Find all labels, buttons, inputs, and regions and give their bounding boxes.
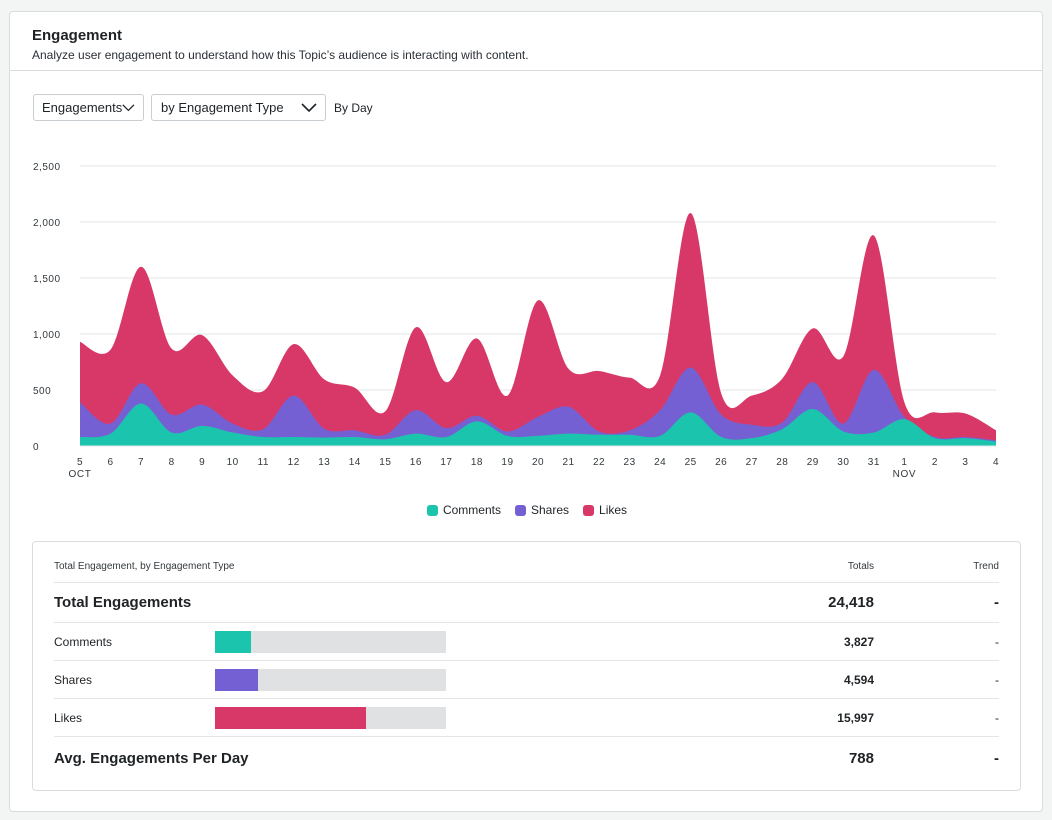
likes-area [80, 212, 996, 446]
table-header-trend: Trend [973, 560, 999, 572]
x-tick-label: 29 [807, 457, 819, 468]
x-tick-label: 20 [532, 457, 544, 468]
comments-area [80, 403, 996, 446]
row-trend-likes: - [995, 710, 999, 725]
x-tick-label: 1 [901, 457, 907, 468]
table-header-totals: Totals [847, 560, 874, 572]
x-tick-label: 18 [471, 457, 483, 468]
metric-select[interactable]: Engagements [33, 94, 144, 121]
grouping-select-value: by Engagement Type [161, 100, 284, 115]
x-tick-label: 13 [318, 457, 330, 468]
chart-legend: Comments Shares Likes [10, 503, 1044, 517]
x-tick-label: 5 [77, 457, 83, 468]
x-tick-label: 22 [593, 457, 605, 468]
x-month-label: OCT [69, 469, 92, 480]
legend-label-comments: Comments [442, 503, 501, 517]
likes-share-fill [215, 706, 367, 729]
card-subtitle: Analyze user engagement to understand ho… [32, 48, 529, 62]
x-tick-label: 15 [379, 457, 391, 468]
row-trend-shares: - [995, 672, 999, 687]
shares-share-bar [215, 668, 446, 691]
x-tick-label: 23 [624, 457, 636, 468]
row-label-comments: Comments [54, 634, 113, 649]
avg-engagements-trend: - [994, 750, 999, 767]
total-engagements-value: 24,418 [828, 594, 874, 611]
table-row: Shares 4,594 - [54, 661, 999, 699]
x-tick-label: 11 [258, 457, 269, 468]
legend-label-likes: Likes [599, 503, 628, 517]
x-tick-label: 3 [962, 457, 968, 468]
period-label: By Day [334, 100, 373, 115]
chart-controls: Engagements by Engagement Type By Day [33, 94, 373, 121]
row-label-shares: Shares [54, 672, 93, 687]
x-tick-label: 27 [746, 457, 758, 468]
avg-engagements-row: Avg. Engagements Per Day 788 - [54, 737, 999, 780]
x-tick-label: 26 [715, 457, 727, 468]
x-tick-label: 9 [199, 457, 205, 468]
table-row: Comments 3,827 - [54, 623, 999, 661]
legend-swatch-shares [514, 504, 526, 516]
x-tick-label: 14 [349, 457, 361, 468]
legend-item-shares[interactable]: Shares [514, 503, 570, 517]
y-tick-label: 500 [33, 386, 51, 397]
x-tick-label: 2 [932, 457, 938, 468]
row-total-shares: 4,594 [843, 672, 874, 687]
row-total-likes: 15,997 [837, 710, 874, 725]
engagement-card: Engagement Analyze user engagement to un… [9, 11, 1043, 812]
card-header: Engagement Analyze user engagement to un… [10, 12, 1042, 71]
row-trend-comments: - [995, 634, 999, 649]
grouping-select[interactable]: by Engagement Type [151, 94, 326, 121]
x-tick-label: 16 [410, 457, 422, 468]
x-tick-label: 24 [654, 457, 666, 468]
x-tick-label: 12 [288, 457, 300, 468]
chevron-down-icon [122, 103, 135, 111]
comments-share-bar [215, 630, 446, 653]
shares-area [80, 367, 996, 446]
y-tick-label: 1,500 [33, 274, 61, 285]
engagement-table: Total Engagement, by Engagement Type Tot… [32, 541, 1021, 791]
row-label-likes: Likes [54, 710, 83, 725]
legend-swatch-likes [583, 504, 595, 516]
y-tick-label: 0 [33, 442, 39, 453]
total-engagements-row: Total Engagements 24,418 - [54, 583, 999, 623]
x-tick-label: 31 [868, 457, 880, 468]
total-engagements-trend: - [994, 594, 999, 611]
x-tick-label: 6 [108, 457, 114, 468]
table-row: Likes 15,997 - [54, 699, 999, 737]
card-title: Engagement [32, 27, 123, 44]
chevron-down-icon [301, 102, 317, 112]
legend-swatch-comments [426, 504, 438, 516]
legend-item-likes[interactable]: Likes [583, 503, 627, 517]
x-tick-label: 17 [440, 457, 452, 468]
likes-share-bar [215, 706, 446, 729]
x-tick-label: 4 [993, 457, 999, 468]
y-tick-label: 2,500 [33, 162, 61, 173]
x-tick-label: 10 [227, 457, 239, 468]
legend-label-shares: Shares [530, 503, 570, 517]
shares-share-fill [215, 668, 259, 691]
x-tick-label: 28 [776, 457, 788, 468]
table-header-label: Total Engagement, by Engagement Type [54, 560, 235, 572]
y-tick-label: 1,000 [33, 330, 61, 341]
avg-engagements-label: Avg. Engagements Per Day [54, 750, 249, 767]
comments-share-fill [215, 630, 252, 653]
total-engagements-label: Total Engagements [54, 594, 192, 611]
table-header-row: Total Engagement, by Engagement Type Tot… [54, 542, 999, 583]
x-month-label: NOV [893, 469, 916, 480]
y-tick-label: 2,000 [33, 218, 61, 229]
x-tick-label: 7 [138, 457, 144, 468]
legend-item-comments[interactable]: Comments [426, 503, 501, 517]
x-tick-label: 25 [685, 457, 697, 468]
x-tick-label: 30 [837, 457, 849, 468]
x-tick-label: 19 [501, 457, 513, 468]
x-tick-label: 8 [169, 457, 175, 468]
row-total-comments: 3,827 [843, 634, 874, 649]
avg-engagements-value: 788 [848, 750, 874, 767]
x-tick-label: 21 [562, 457, 574, 468]
metric-select-value: Engagements [42, 100, 123, 115]
